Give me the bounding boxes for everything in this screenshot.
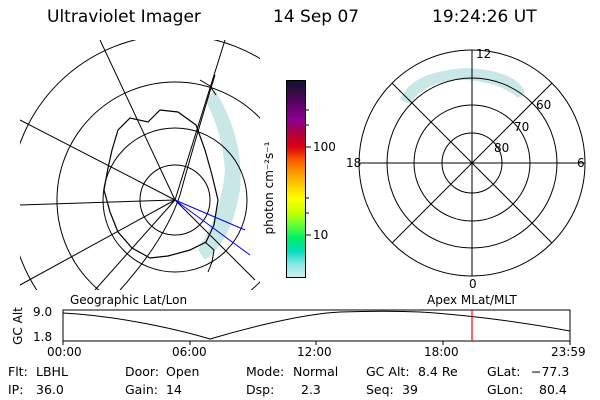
geo-lat-circle-inner	[139, 164, 211, 236]
geo-coast-fragment	[199, 79, 217, 96]
geo-track-line	[174, 199, 246, 231]
orbit-xtick-2359: 23:59	[551, 345, 586, 359]
geo-meridian	[20, 199, 176, 286]
glon-value: 80.4	[539, 382, 567, 397]
geo-track-line	[174, 199, 251, 256]
mode-value: Normal	[293, 364, 339, 379]
geo-meridian	[20, 119, 176, 201]
colorbar	[286, 80, 306, 278]
orbit-ytick-1-8: 1.8	[33, 330, 53, 344]
glat-value: −77.3	[531, 364, 570, 379]
mlt-label-18: 18	[346, 156, 362, 170]
colorbar-tick-10: 10	[313, 228, 329, 242]
ip-label: IP:	[8, 382, 24, 397]
mag-aurora	[400, 68, 525, 104]
gcalt-label: GC Alt:	[366, 364, 410, 379]
gain-value: 14	[166, 382, 182, 397]
ip-value: 36.0	[36, 382, 64, 397]
gcalt-value: 8.4 Re	[418, 364, 458, 379]
dsp-value: 2.3	[301, 382, 321, 397]
mag-diagonal	[391, 82, 553, 244]
filter-value: LBHL	[36, 364, 68, 379]
date-label: 14 Sep 07	[273, 7, 360, 27]
gain-label: Gain:	[125, 382, 158, 397]
geo-meridian	[174, 40, 226, 201]
seq-value: 39	[402, 382, 418, 397]
orbit-ytick-9: 9.0	[33, 305, 53, 319]
mlat-label-70: 70	[514, 120, 530, 134]
instrument-title: Ultraviolet Imager	[47, 7, 201, 27]
geo-peninsula	[204, 241, 215, 273]
door-value: Open	[166, 364, 200, 379]
geo-lat-circle-mid	[102, 127, 248, 273]
colorbar-tick-100: 100	[313, 140, 336, 154]
time-label: 19:24:26 UT	[432, 7, 537, 27]
orbit-xtick-0000: 00:00	[47, 345, 82, 359]
orbit-xtick-1200: 12:00	[297, 345, 332, 359]
glon-label: GLon:	[487, 382, 524, 397]
geo-lat-circle-outer	[56, 81, 260, 290]
mag-dial-label: Apex MLat/MLT	[427, 293, 517, 307]
mlat-label-80: 80	[494, 141, 510, 155]
glat-label: GLat:	[487, 364, 521, 379]
geo-terminator	[119, 74, 216, 290]
orbit-ylabel: GC Alt	[11, 307, 25, 345]
mlt-label-6: 6	[577, 156, 585, 170]
orbit-xtick-0600: 06:00	[172, 345, 207, 359]
mlat-label-60: 60	[536, 98, 552, 112]
door-label: Door:	[125, 364, 160, 379]
mlt-label-0: 0	[469, 277, 477, 291]
dsp-label: Dsp:	[246, 382, 275, 397]
mlt-label-12: 12	[476, 47, 492, 61]
geo-aurora	[198, 90, 241, 260]
orbit-xtick-1800: 18:00	[424, 345, 459, 359]
geo-meridian	[174, 199, 256, 281]
geo-meridian	[20, 199, 176, 206]
filter-label: Flt:	[8, 364, 28, 379]
orbit-altitude-curve	[62, 310, 571, 340]
geo-meridian	[94, 199, 176, 290]
mode-label: Mode:	[246, 364, 285, 379]
seq-label: Seq:	[366, 382, 394, 397]
geo-map-label: Geographic Lat/Lon	[70, 293, 188, 307]
geo-continent-outline	[103, 109, 219, 259]
